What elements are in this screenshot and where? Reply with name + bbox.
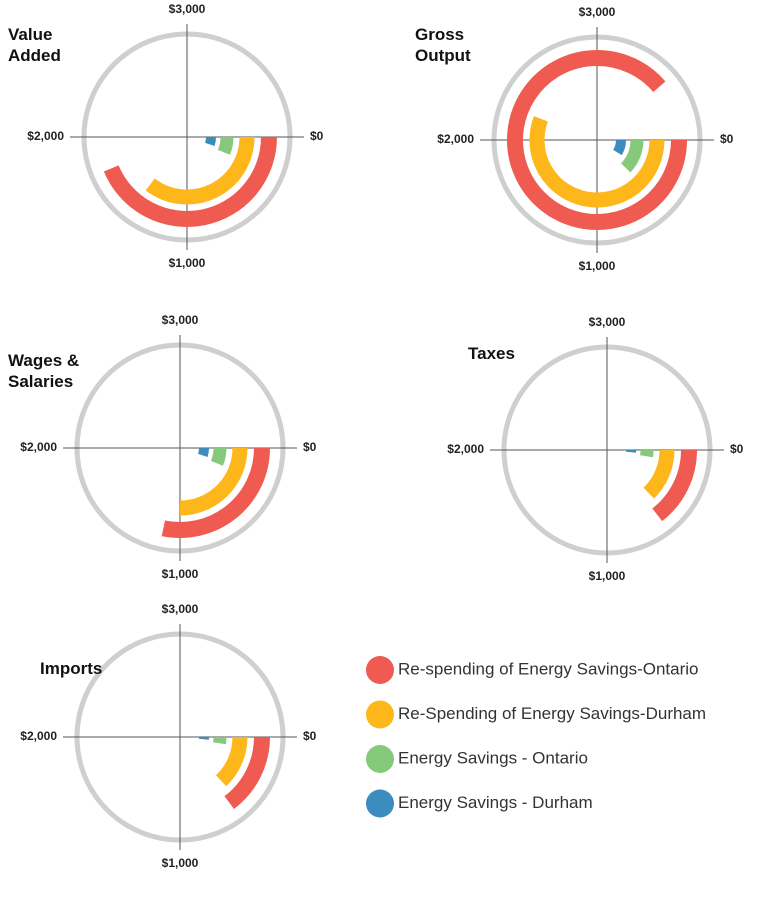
legend-swatch xyxy=(366,700,394,729)
tick-label: $3,000 xyxy=(162,602,199,616)
tick-label: $0 xyxy=(720,132,734,146)
tick-label: $2,000 xyxy=(437,132,474,146)
tick-label: $1,000 xyxy=(169,256,206,270)
chart-title: Taxes xyxy=(468,344,515,363)
radial-bar xyxy=(145,136,255,205)
tick-label: $2,000 xyxy=(20,440,57,454)
tick-label: $3,000 xyxy=(579,5,616,19)
radial-bar xyxy=(652,449,697,522)
radial-bar xyxy=(529,116,665,208)
radial-bar xyxy=(620,139,644,173)
tick-label: $3,000 xyxy=(169,2,206,16)
radial-bar xyxy=(179,447,248,516)
radial-bar xyxy=(198,447,209,457)
chart-title: Imports xyxy=(40,659,103,678)
radial-bar xyxy=(613,139,626,156)
tick-label: $3,000 xyxy=(162,313,199,327)
tick-label: $2,000 xyxy=(27,129,64,143)
radial-bar xyxy=(161,447,270,538)
tick-label: $1,000 xyxy=(589,569,626,583)
tick-label: $1,000 xyxy=(162,567,199,581)
chart-title: Value Added xyxy=(8,25,61,65)
legend-swatch xyxy=(366,745,394,773)
radial-bar xyxy=(217,136,234,155)
tick-label: $2,000 xyxy=(447,442,484,456)
tick-label: $1,000 xyxy=(579,259,616,273)
legend-label: Energy Savings - Ontario xyxy=(398,748,588,767)
tick-label: $0 xyxy=(303,440,317,454)
legend-label: Re-spending of Energy Savings-Ontario xyxy=(398,659,699,678)
tick-label: $3,000 xyxy=(589,315,626,329)
chart-title: Wages & Salaries xyxy=(8,351,80,391)
tick-label: $2,000 xyxy=(20,729,57,743)
radial-bar xyxy=(507,50,687,230)
chart-title: Gross Output xyxy=(415,25,471,65)
radial-bar xyxy=(215,736,248,787)
tick-label: $0 xyxy=(303,729,317,743)
legend-swatch xyxy=(366,789,394,818)
legend-label: Energy Savings - Durham xyxy=(398,793,593,812)
tick-label: $0 xyxy=(730,442,744,456)
tick-label: $0 xyxy=(310,129,324,143)
radial-bar xyxy=(210,447,227,466)
legend-label: Re-Spending of Energy Savings-Durham xyxy=(398,704,706,723)
legend-swatch xyxy=(366,656,394,684)
radial-bar xyxy=(224,736,270,809)
radial-bar xyxy=(205,136,216,146)
tick-label: $1,000 xyxy=(162,856,199,870)
radial-bar xyxy=(643,449,675,499)
radial-bar xyxy=(103,136,277,227)
